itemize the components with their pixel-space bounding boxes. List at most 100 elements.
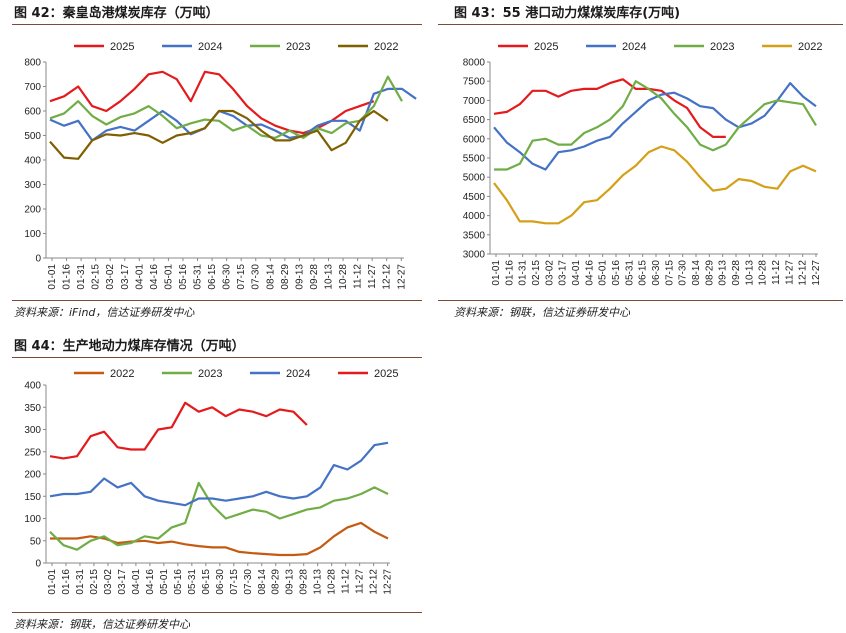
chart-title: 图 42：秦皇岛港煤炭库存（万吨）: [14, 6, 219, 21]
y-tick-label: 4500: [463, 192, 486, 203]
x-tick-label: 04-16: [584, 260, 595, 286]
chart-source: 资料来源：iFind，信达证券研发中心: [14, 306, 195, 319]
x-tick-label: 07-15: [664, 260, 675, 286]
legend-label-2025: 2025: [374, 368, 398, 380]
x-tick-label: 04-01: [571, 260, 582, 286]
y-tick-label: 800: [24, 58, 41, 69]
x-tick-label: 08-14: [691, 260, 702, 286]
source-divider: [12, 300, 422, 301]
chart-source: 资料来源：钢联，信达证券研发中心: [454, 306, 630, 319]
y-tick-label: 0: [35, 254, 41, 265]
x-tick-label: 01-31: [518, 260, 529, 286]
x-tick-label: 09-28: [731, 260, 742, 286]
y-tick-label: 300: [24, 425, 41, 436]
legend-label-2022: 2022: [798, 41, 822, 53]
x-tick-label: 07-15: [236, 264, 247, 290]
series-line-2022: [49, 109, 389, 160]
y-tick-label: 200: [24, 205, 41, 216]
x-tick-label: 10-28: [327, 569, 338, 595]
x-tick-label: 04-16: [149, 264, 160, 290]
y-tick-label: 7500: [463, 77, 486, 88]
y-tick-label: 3500: [463, 230, 486, 241]
x-tick-label: 11-27: [784, 260, 795, 285]
x-tick-label: 09-13: [285, 569, 296, 595]
y-tick-label: 5500: [463, 154, 486, 165]
title-divider: [12, 357, 422, 358]
x-tick-label: 06-15: [638, 260, 649, 286]
x-tick-label: 08-14: [265, 264, 276, 290]
x-tick-label: 12-27: [396, 264, 407, 290]
series-line-2022: [50, 521, 389, 557]
y-tick-label: 200: [24, 470, 41, 481]
y-tick-label: 8000: [463, 58, 486, 69]
legend-label-2022: 2022: [374, 41, 398, 53]
legend-label-2024: 2024: [622, 41, 646, 53]
y-tick-label: 100: [24, 229, 41, 240]
x-tick-label: 01-16: [62, 264, 73, 290]
x-tick-label: 11-12: [353, 264, 364, 289]
x-tick-label: 04-16: [145, 569, 156, 595]
chart-title: 图 44：生产地动力煤库存情况（万吨）: [14, 339, 245, 354]
chart-area: 3000 3500 4000 4500 5000 5500 6000 6500 7000 7500…: [463, 41, 823, 286]
y-tick-label: 100: [24, 514, 41, 525]
y-tick-label: 700: [24, 82, 41, 93]
series-line-2023: [49, 481, 389, 551]
x-tick-label: 11-27: [367, 264, 378, 289]
y-tick-label: 50: [30, 536, 42, 547]
chart-title: 图 43：55 港口动力煤煤炭库存(万吨): [454, 6, 681, 21]
series-line-2023: [494, 80, 817, 171]
x-tick-label: 10-13: [324, 264, 335, 290]
x-tick-label: 05-16: [611, 260, 622, 286]
x-tick-label: 07-30: [251, 264, 262, 290]
x-tick-label: 07-30: [243, 569, 254, 595]
x-tick-label: 11-27: [355, 569, 366, 594]
y-tick-label: 3000: [463, 250, 486, 261]
title-divider: [12, 24, 422, 25]
x-tick-label: 05-16: [178, 264, 189, 290]
x-tick-label: 06-15: [207, 264, 218, 290]
x-tick-label: 08-29: [280, 264, 291, 290]
y-tick-label: 4000: [463, 211, 486, 222]
x-tick-label: 10-28: [338, 264, 349, 290]
x-tick-label: 10-13: [744, 260, 755, 286]
chart-panel-44: 图 44：生产地动力煤库存情况（万吨） 0 50 100 150 200 250 300 35…: [12, 335, 422, 631]
x-tick-label: 10-13: [313, 569, 324, 595]
x-tick-label: 01-16: [61, 569, 72, 595]
title-divider: [438, 24, 843, 25]
x-tick-label: 02-15: [91, 264, 102, 290]
x-tick-label: 12-12: [369, 569, 380, 595]
x-tick-label: 01-31: [76, 264, 87, 290]
x-tick-label: 05-31: [187, 569, 198, 595]
y-tick-label: 400: [24, 156, 41, 167]
y-tick-label: 6000: [463, 134, 486, 145]
y-tick-label: 500: [24, 131, 41, 142]
legend-label-2022: 2022: [110, 368, 134, 380]
series-line-2024: [49, 87, 417, 142]
x-tick-label: 03-17: [558, 260, 569, 286]
x-tick-label: 11-12: [341, 569, 352, 594]
x-tick-label: 05-31: [193, 264, 204, 290]
x-tick-label: 01-16: [504, 260, 515, 286]
x-tick-label: 11-12: [771, 260, 782, 285]
x-tick-label: 05-31: [624, 260, 635, 286]
x-tick-label: 10-28: [758, 260, 769, 286]
x-tick-label: 08-29: [704, 260, 715, 286]
chart-panel-42: 图 42：秦皇岛港煤炭库存（万吨） 0 100 200 300 400 500 600 700…: [12, 0, 422, 325]
x-tick-label: 07-15: [229, 569, 240, 595]
y-tick-label: 6500: [463, 115, 486, 126]
x-tick-label: 04-01: [131, 569, 142, 595]
x-tick-label: 12-27: [811, 260, 822, 286]
series-line-2025: [49, 70, 375, 135]
x-tick-label: 02-15: [531, 260, 542, 286]
x-tick-label: 06-30: [222, 264, 233, 290]
legend-label-2024: 2024: [286, 368, 310, 380]
x-tick-label: 09-13: [718, 260, 729, 286]
x-tick-label: 07-30: [678, 260, 689, 286]
chart-panel-43: 图 43：55 港口动力煤煤炭库存(万吨) 3000 3500 4000 4500 50…: [438, 0, 843, 325]
x-tick-label: 08-29: [271, 569, 282, 595]
x-tick-label: 03-17: [117, 569, 128, 595]
x-tick-label: 12-12: [382, 264, 393, 290]
x-tick-label: 01-01: [491, 260, 502, 286]
legend-label-2025: 2025: [110, 41, 134, 53]
chart-area: 0 100 200 300 400 500 600 700 800 01-01 01-16 01-31…: [24, 41, 417, 290]
